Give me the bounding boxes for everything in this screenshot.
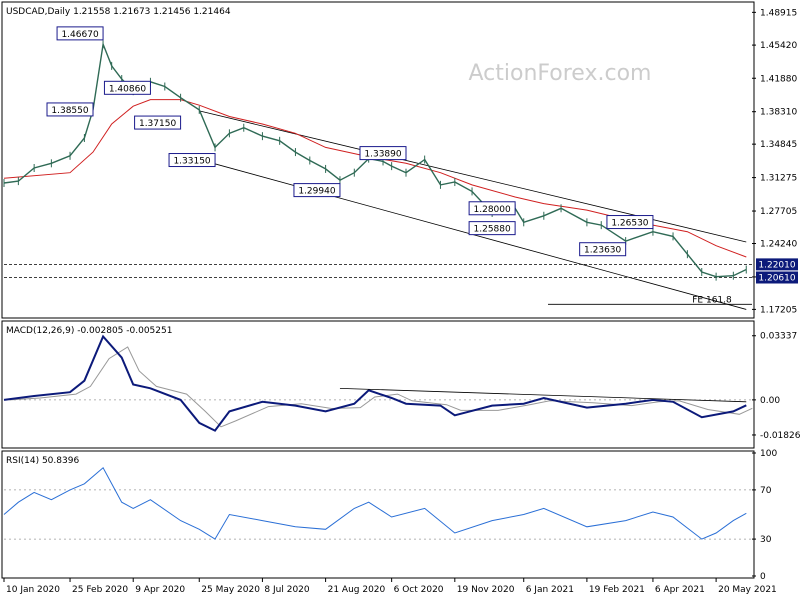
price-tick-label: 1.48915 <box>760 8 797 18</box>
rsi-title: RSI(14) 50.8396 <box>6 456 79 466</box>
annotation-4: 1.33150 <box>168 153 216 168</box>
level-badge-text: 1.22010 <box>758 260 795 270</box>
annotation-1: 1.38550 <box>46 102 94 117</box>
macd-y-axis: 0.03337 0.00 -0.018262 <box>752 332 800 441</box>
level-badge-box <box>756 258 798 271</box>
x-tick-label: 25 May 2020 <box>201 585 260 595</box>
macd-tick-label: 0.03337 <box>760 332 797 342</box>
level-badge-text: 1.20610 <box>758 273 795 283</box>
annotation-box <box>606 215 654 230</box>
x-tick-label: 19 Feb 2021 <box>589 585 645 595</box>
macd-trendline <box>339 387 747 403</box>
watermark: ActionForex.com <box>469 61 652 86</box>
rsi-tick-label: 0 <box>760 572 766 582</box>
macd-signal-line <box>9 346 753 428</box>
price-tick-label: 1.17205 <box>760 305 797 315</box>
x-tick-label: 10 Jan 2020 <box>6 585 60 595</box>
annotation-text: 1.25880 <box>474 225 511 235</box>
price-tick-label: 1.38310 <box>760 108 797 118</box>
annotation-text: 1.26530 <box>611 219 648 229</box>
annotation-box <box>103 80 151 95</box>
level-badge-0: 1.22010 <box>756 258 798 271</box>
annotation-box <box>46 102 94 117</box>
x-tick-label: 9 Apr 2020 <box>135 585 185 595</box>
x-tick-label: 6 Oct 2020 <box>394 585 444 595</box>
macd-line <box>3 334 747 432</box>
annotation-10: 1.26530 <box>606 215 654 230</box>
annotation-text: 1.33890 <box>364 150 401 160</box>
price-annotations: 1.46670 1.38550 1.40860 1.37150 1.33150 1.299… <box>46 26 654 257</box>
price-tick-label: 1.45420 <box>760 41 797 51</box>
level-badge-1: 1.20610 <box>756 271 798 284</box>
x-tick-label: 8 Jul 2020 <box>264 585 309 595</box>
annotation-2: 1.40860 <box>103 80 151 95</box>
price-tick-label: 1.41880 <box>760 74 797 84</box>
annotation-5: 1.29940 <box>293 183 341 198</box>
rsi-y-axis: 100 70 30 0 <box>752 449 777 582</box>
x-tick-label: 25 Feb 2020 <box>72 585 128 595</box>
level-badge-box <box>756 271 798 284</box>
annotation-text: 1.33150 <box>173 157 210 167</box>
annotation-text: 1.37150 <box>139 119 176 129</box>
annotation-7: 1.28000 <box>468 201 516 216</box>
annotation-box <box>468 221 516 236</box>
annotation-box <box>293 183 341 198</box>
price-tick-label: 1.31275 <box>760 174 797 184</box>
annotation-text: 1.28000 <box>474 205 511 215</box>
rsi-series <box>3 467 747 540</box>
price-tick-label: 1.34845 <box>760 140 797 150</box>
annotation-8: 1.25880 <box>468 221 516 236</box>
macd-title: MACD(12,26,9) -0.002805 -0.005251 <box>6 326 172 336</box>
annotation-box <box>359 146 407 161</box>
rsi-line <box>3 467 747 540</box>
annotation-box <box>579 242 627 257</box>
price-title: USDCAD,Daily 1.21558 1.21673 1.21456 1.2… <box>6 7 231 17</box>
x-tick-label: 19 Nov 2020 <box>457 585 515 595</box>
annotation-text: 1.46670 <box>61 30 98 40</box>
price-y-axis: 1.48915 1.45420 1.41880 1.38310 1.34845 1.312… <box>752 8 798 315</box>
annotation-0: 1.46670 <box>56 26 104 41</box>
annotation-text: 1.29940 <box>298 187 335 197</box>
trend-upper <box>199 110 747 243</box>
price-line <box>3 41 747 278</box>
x-tick-label: 20 May 2021 <box>718 585 777 595</box>
macd-panel-frame <box>1 320 755 449</box>
macd-series <box>3 334 753 432</box>
annotation-text: 1.38550 <box>51 106 88 116</box>
x-tick-label: 6 Jan 2021 <box>526 585 574 595</box>
rsi-tick-label: 70 <box>760 486 772 496</box>
rsi-tick-label: 30 <box>760 535 772 545</box>
price-panel-frame <box>1 1 755 319</box>
annotation-3: 1.37150 <box>134 115 182 130</box>
annotation-box <box>134 115 182 130</box>
annotation-text: 1.40860 <box>109 84 146 94</box>
rsi-tick-label: 100 <box>760 449 777 459</box>
macd-tick-label: -0.018262 <box>760 431 800 441</box>
annotation-box <box>168 153 216 168</box>
x-axis: 10 Jan 2020 25 Feb 2020 9 Apr 2020 25 May 2… <box>3 578 777 595</box>
x-tick-label: 6 Apr 2021 <box>655 585 705 595</box>
annotation-box <box>468 201 516 216</box>
annotation-text: 1.23630 <box>584 246 621 256</box>
price-tick-label: 1.24240 <box>760 239 797 249</box>
macd-tick-label: 0.00 <box>760 396 780 406</box>
x-tick-label: 21 Aug 2020 <box>328 585 386 595</box>
fe-label: FE 161.8 <box>692 295 732 305</box>
annotation-9: 1.23630 <box>579 242 627 257</box>
rsi-panel-frame <box>1 450 755 579</box>
annotation-6: 1.33890 <box>359 146 407 161</box>
price-tick-label: 1.27705 <box>760 207 797 217</box>
annotation-box <box>56 26 104 41</box>
